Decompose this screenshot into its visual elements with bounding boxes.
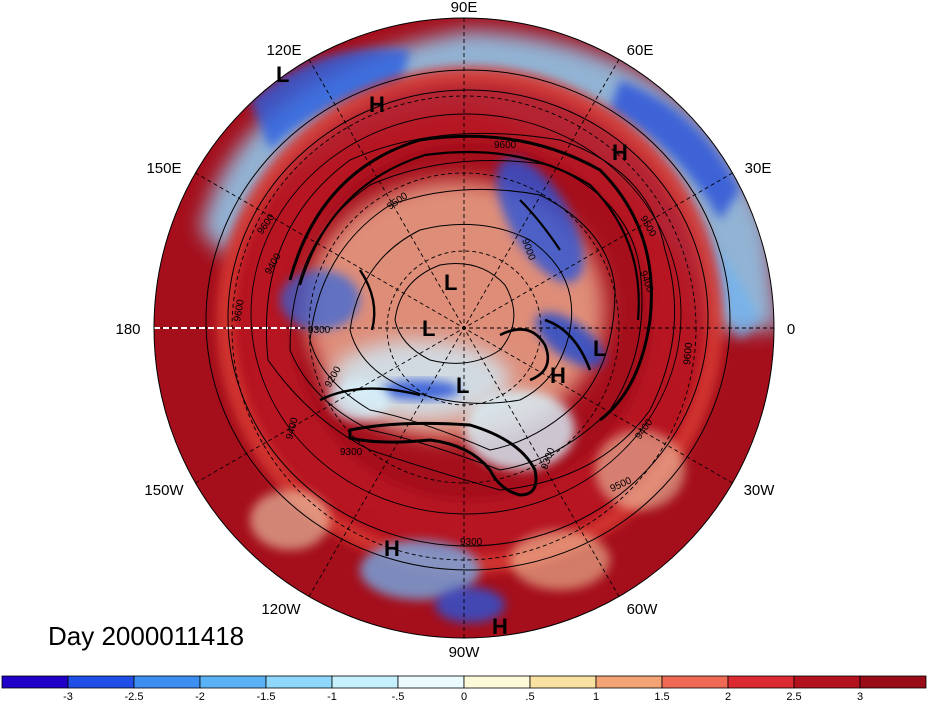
- colorbar-tick-label: -.5: [392, 691, 405, 702]
- lon-label-90e: 90E: [451, 0, 478, 16]
- lon-label-180: 180: [115, 321, 140, 338]
- day-label: Day 2000011418: [48, 621, 244, 651]
- height-contours: [205, 69, 731, 571]
- colorbar-tick-label: -1.5: [257, 691, 276, 702]
- colorbar-swatch: [595, 675, 663, 689]
- colorbar-swatch: [67, 675, 135, 689]
- colorbar-tick-label: 1.5: [654, 691, 669, 702]
- colorbar-swatch: [265, 675, 333, 689]
- colorbar-tick-label: 2: [725, 691, 731, 702]
- globe-outline: [153, 17, 775, 639]
- lon-label-60e: 60E: [627, 42, 654, 59]
- graticule: [154, 18, 774, 638]
- lon-label-0: 0: [787, 321, 795, 338]
- high-marker: H: [492, 614, 508, 639]
- colorbar-swatch: [859, 675, 927, 689]
- lon-label-150e: 150E: [146, 160, 181, 177]
- colorbar-tick-label: 1: [593, 691, 599, 702]
- lon-label-60w: 60W: [627, 601, 659, 618]
- high-marker: H: [550, 363, 566, 388]
- lon-label-150w: 150W: [144, 482, 184, 499]
- lon-label-90w: 90W: [449, 644, 481, 661]
- low-marker: L: [456, 373, 469, 398]
- anomaly-field: [154, 18, 774, 638]
- colorbar-swatch: [529, 675, 597, 689]
- colorbar-swatch: [793, 675, 861, 689]
- low-marker: L: [422, 316, 435, 341]
- longitude-labels: 90E 60E 30E 0 30W 60W 90W 120W 150W 180 …: [115, 0, 795, 661]
- colorbar-swatch: [199, 675, 267, 689]
- contour-label: 9300: [460, 537, 483, 548]
- pressure-systems: L H H L L L L H H H: [276, 62, 628, 639]
- colorbar-tick-label: -3: [63, 691, 73, 702]
- contour-label: 9600: [494, 140, 517, 151]
- high-marker: H: [612, 140, 628, 165]
- low-marker: L: [593, 336, 606, 361]
- colorbar-tick-label: -2.5: [125, 691, 144, 702]
- colorbar-tick-label: 2.5: [786, 691, 801, 702]
- colorbar-tick-label: 3: [857, 691, 863, 702]
- high-marker: H: [384, 536, 400, 561]
- contour-label: 9600: [682, 342, 695, 366]
- colorbar-tick-label: -2: [195, 691, 205, 702]
- colorbar: -3 -2.5 -2 -1.5 -1 -.5 0 .5 1 1.5 2 2.5 3: [1, 675, 927, 702]
- contour-label: 9300: [308, 325, 331, 336]
- colorbar-swatch: [397, 675, 465, 689]
- contour-label: 9300: [340, 447, 363, 458]
- colorbar-swatch: [463, 675, 531, 689]
- colorbar-swatch: [661, 675, 729, 689]
- low-marker: L: [444, 270, 457, 295]
- lon-label-120e: 120E: [266, 42, 301, 59]
- colorbar-swatch: [1, 675, 69, 689]
- contour-label: 9600: [232, 298, 247, 322]
- colorbar-swatch: [133, 675, 201, 689]
- lon-label-120w: 120W: [261, 601, 301, 618]
- colorbar-tick-label: -1: [327, 691, 337, 702]
- colorbar-tick-label: 0: [461, 691, 467, 702]
- colorbar-tick-label: .5: [525, 691, 534, 702]
- high-marker: H: [369, 92, 385, 117]
- lon-label-30w: 30W: [744, 482, 776, 499]
- lon-label-30e: 30E: [745, 160, 772, 177]
- low-marker: L: [276, 62, 289, 87]
- colorbar-swatch: [331, 675, 399, 689]
- colorbar-swatch: [727, 675, 795, 689]
